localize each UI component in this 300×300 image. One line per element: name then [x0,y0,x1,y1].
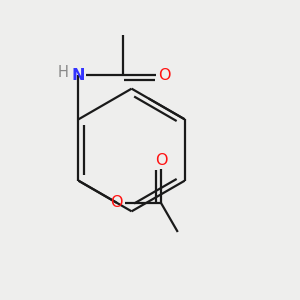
Text: O: O [158,68,171,83]
Text: H: H [58,65,69,80]
Text: O: O [154,153,167,168]
Text: N: N [72,68,85,83]
Text: O: O [110,195,123,210]
